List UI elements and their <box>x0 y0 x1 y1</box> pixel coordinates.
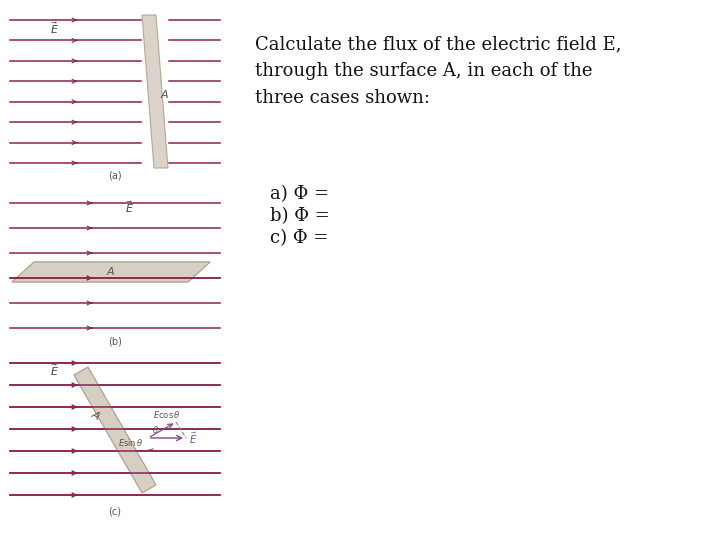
Text: A: A <box>106 267 114 277</box>
Text: a) Φ =: a) Φ = <box>270 185 329 203</box>
Polygon shape <box>12 262 210 282</box>
Text: (c): (c) <box>109 506 122 516</box>
Text: b) Φ =: b) Φ = <box>270 207 330 225</box>
Text: $\vec{E}$: $\vec{E}$ <box>50 20 59 36</box>
Text: $E\sin\theta$: $E\sin\theta$ <box>118 437 143 448</box>
Text: (a): (a) <box>108 170 122 180</box>
Text: (b): (b) <box>108 336 122 346</box>
Text: $\vec{E}$: $\vec{E}$ <box>189 430 197 445</box>
Text: Calculate the flux of the electric field E,
through the surface A, in each of th: Calculate the flux of the electric field… <box>255 35 621 107</box>
Polygon shape <box>74 367 156 493</box>
Text: $E\cos\theta$: $E\cos\theta$ <box>153 409 181 420</box>
Text: A: A <box>89 409 101 421</box>
Text: $\vec{E}$: $\vec{E}$ <box>125 199 135 215</box>
Polygon shape <box>12 262 210 282</box>
Text: A: A <box>160 90 168 100</box>
Text: $\theta$: $\theta$ <box>152 424 159 435</box>
Polygon shape <box>142 15 168 168</box>
Polygon shape <box>74 367 156 493</box>
Text: c) Φ =: c) Φ = <box>270 229 328 247</box>
Text: $\vec{E}$: $\vec{E}$ <box>50 362 59 378</box>
